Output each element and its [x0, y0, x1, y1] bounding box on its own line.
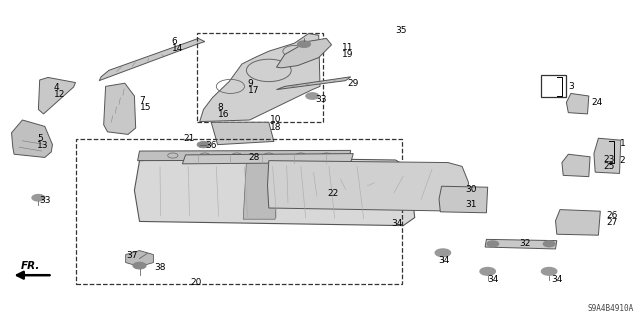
Text: 30: 30 [465, 185, 477, 194]
Circle shape [487, 241, 499, 247]
PathPatch shape [566, 93, 589, 114]
Text: 37: 37 [127, 252, 138, 260]
PathPatch shape [594, 138, 621, 173]
Text: 34: 34 [391, 220, 403, 228]
Text: 25: 25 [603, 162, 614, 171]
Text: 26: 26 [606, 211, 618, 220]
Text: 22: 22 [328, 189, 339, 198]
Text: 5: 5 [37, 134, 43, 143]
PathPatch shape [439, 186, 488, 213]
Text: 23: 23 [603, 155, 614, 164]
Text: 34: 34 [552, 275, 563, 284]
Circle shape [32, 195, 45, 201]
Text: 7: 7 [140, 96, 145, 105]
Text: 29: 29 [347, 79, 358, 88]
Text: 17: 17 [248, 86, 259, 95]
Bar [197, 33, 323, 122]
Text: 21: 21 [184, 134, 195, 143]
Text: 15: 15 [140, 103, 151, 112]
Text: 16: 16 [218, 110, 229, 119]
Text: FR.: FR. [21, 261, 40, 271]
Text: 20: 20 [191, 278, 202, 287]
Text: 2: 2 [620, 156, 625, 165]
PathPatch shape [99, 38, 205, 81]
PathPatch shape [556, 210, 600, 235]
Text: 38: 38 [154, 263, 166, 272]
Circle shape [197, 141, 210, 148]
Text: 8: 8 [218, 103, 223, 112]
PathPatch shape [243, 162, 278, 219]
Text: 34: 34 [488, 275, 499, 284]
PathPatch shape [276, 77, 351, 90]
PathPatch shape [104, 83, 136, 134]
Circle shape [298, 41, 310, 47]
Text: 13: 13 [37, 141, 49, 150]
Text: 18: 18 [270, 123, 282, 132]
Text: 1: 1 [620, 140, 625, 148]
Circle shape [543, 241, 555, 247]
PathPatch shape [38, 77, 76, 114]
Text: 3: 3 [568, 82, 574, 91]
Circle shape [306, 93, 319, 99]
Text: 6: 6 [172, 37, 177, 46]
Text: S9A4B4910A: S9A4B4910A [588, 304, 634, 313]
Text: 10: 10 [270, 116, 282, 124]
Text: 4: 4 [54, 83, 60, 92]
Text: 28: 28 [248, 153, 260, 162]
PathPatch shape [134, 157, 415, 226]
Text: 36: 36 [205, 141, 216, 150]
Text: 33: 33 [40, 196, 51, 205]
PathPatch shape [211, 122, 274, 145]
PathPatch shape [562, 154, 590, 177]
Bar [76, 139, 402, 284]
Text: 32: 32 [520, 239, 531, 248]
Text: 11: 11 [342, 43, 353, 52]
PathPatch shape [12, 120, 52, 157]
Text: 14: 14 [172, 44, 183, 53]
PathPatch shape [182, 154, 353, 164]
Circle shape [541, 268, 557, 275]
PathPatch shape [485, 239, 557, 249]
Text: 31: 31 [465, 200, 477, 209]
Text: 9: 9 [248, 79, 253, 88]
PathPatch shape [138, 150, 351, 161]
Bar [541, 75, 566, 97]
Text: 24: 24 [591, 98, 603, 107]
Text: 34: 34 [438, 256, 450, 265]
Text: 35: 35 [396, 26, 407, 35]
PathPatch shape [125, 251, 154, 267]
PathPatch shape [268, 161, 468, 211]
Text: 33: 33 [315, 95, 326, 104]
FancyArrowPatch shape [50, 85, 68, 106]
Circle shape [435, 249, 451, 257]
Text: 19: 19 [342, 50, 353, 59]
PathPatch shape [276, 38, 332, 68]
PathPatch shape [200, 34, 320, 122]
Text: 12: 12 [54, 90, 65, 99]
Text: 27: 27 [606, 218, 618, 227]
Circle shape [480, 268, 495, 275]
Circle shape [133, 262, 146, 269]
